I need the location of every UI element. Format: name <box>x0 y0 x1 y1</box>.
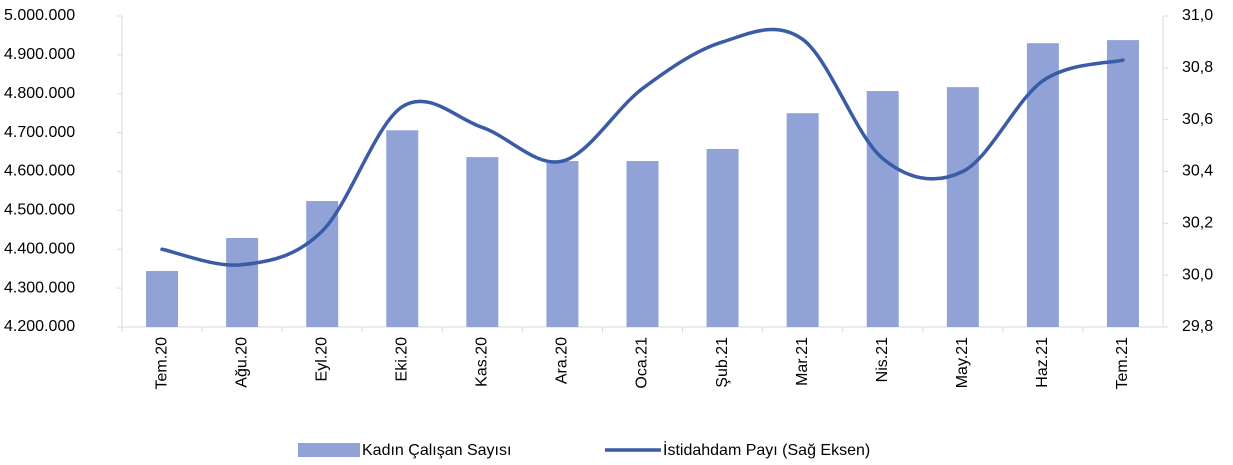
y2-tick-label: 29,8 <box>1182 318 1213 335</box>
bar <box>146 271 179 327</box>
x-tick-label: Tem.21 <box>1114 337 1131 390</box>
y-tick-label: 4.800.000 <box>4 85 75 102</box>
y-tick-label: 4.400.000 <box>4 240 75 257</box>
x-tick-label: Mar.21 <box>794 337 811 386</box>
x-tick-label: Tem.20 <box>153 337 170 390</box>
bar <box>466 157 499 327</box>
bar <box>706 148 739 327</box>
y-tick-label: 4.900.000 <box>4 46 75 63</box>
y-tick-label: 4.300.000 <box>4 279 75 296</box>
x-tick-label: Nis.21 <box>874 337 891 382</box>
bar <box>546 161 579 327</box>
x-tick-label: Şub.21 <box>714 337 731 388</box>
legend-label: İstidahdam Payı (Sağ Eksen) <box>663 440 870 459</box>
legend-swatch <box>298 443 360 457</box>
x-tick-label: Kas.20 <box>474 337 491 387</box>
bar <box>1106 40 1139 327</box>
legend-label: Kadın Çalışan Sayısı <box>362 442 511 459</box>
y-tick-label: 4.500.000 <box>4 202 75 219</box>
y2-tick-label: 30,8 <box>1182 59 1213 76</box>
bar <box>386 130 419 327</box>
y-tick-label: 4.600.000 <box>4 163 75 180</box>
x-tick-label: Eki.20 <box>393 337 410 382</box>
x-tick-label: May.21 <box>954 337 971 388</box>
y2-tick-label: 30,6 <box>1182 111 1213 128</box>
x-tick-label: Eyl.20 <box>313 337 330 382</box>
bar <box>306 201 339 327</box>
y2-tick-label: 30,2 <box>1182 215 1213 232</box>
y2-tick-label: 30,4 <box>1182 163 1213 180</box>
bar <box>626 161 659 327</box>
x-tick-label: Ara.20 <box>554 337 571 384</box>
bar <box>1026 43 1059 328</box>
y-tick-label: 4.700.000 <box>4 124 75 141</box>
x-tick-label: Ağu.20 <box>233 337 250 388</box>
bar <box>226 237 259 327</box>
y-tick-label: 4.200.000 <box>4 318 75 335</box>
y2-tick-label: 31,0 <box>1182 7 1213 24</box>
y2-tick-label: 30,0 <box>1182 266 1213 283</box>
x-tick-label: Oca.21 <box>634 337 651 389</box>
bar <box>946 87 979 327</box>
x-tick-label: Haz.21 <box>1034 337 1051 388</box>
line <box>160 27 1125 267</box>
bar <box>786 113 819 327</box>
bar <box>866 91 899 327</box>
y-tick-label: 5.000.000 <box>4 7 75 24</box>
